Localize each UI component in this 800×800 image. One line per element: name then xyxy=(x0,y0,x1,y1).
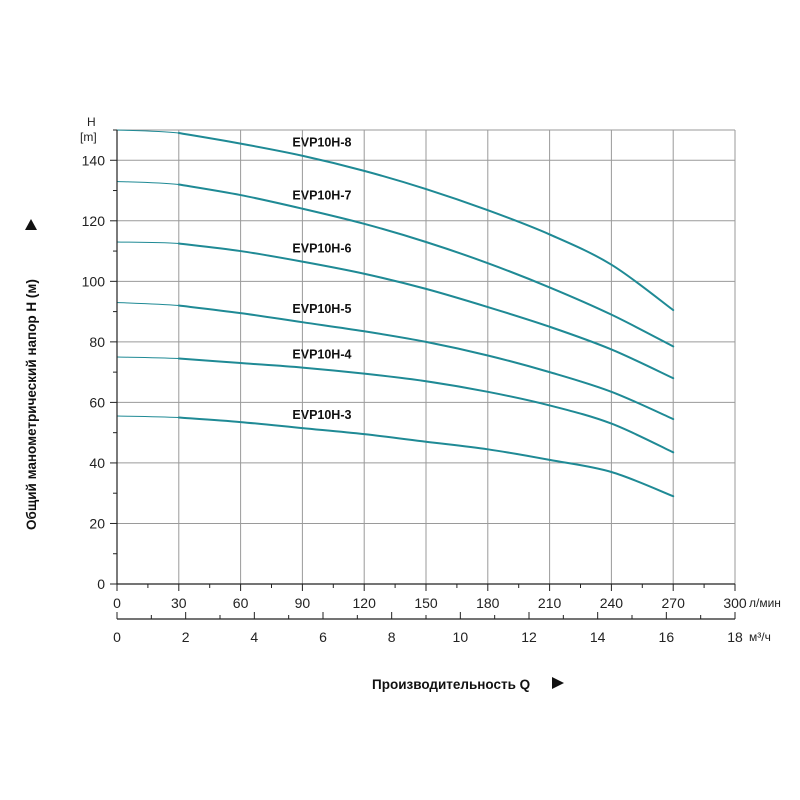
curve-evp10h-3 xyxy=(177,416,675,498)
series-label-evp10h-8: EVP10H-8 xyxy=(292,136,351,150)
y-tick-label: 0 xyxy=(97,576,105,592)
y-tick-label: 80 xyxy=(89,334,105,350)
x-m3h-tick-label: 8 xyxy=(388,629,396,645)
y-axis-title: Общий манометрический напор H (м) xyxy=(24,279,39,530)
x-m3h-tick-label: 2 xyxy=(182,629,190,645)
y-axis-title-group: Общий манометрический напор H (м) xyxy=(24,219,39,530)
x-lpm-tick-label: 240 xyxy=(600,595,624,611)
x-lpm-tick-label: 300 xyxy=(723,595,747,611)
x-axis-title: Производительность Q xyxy=(372,677,530,692)
series-label-evp10h-5: EVP10H-5 xyxy=(292,302,351,316)
labels: H [m] л/мин м³/ч Общий манометрический н… xyxy=(24,115,781,692)
x-lpm-tick-label: 90 xyxy=(295,595,311,611)
curve-evp10h-8 xyxy=(177,132,675,312)
x-m3h-tick-label: 12 xyxy=(521,629,537,645)
x-lpm-tick-label: 180 xyxy=(476,595,500,611)
x-lpm-tick-label: 0 xyxy=(113,595,121,611)
series-label-evp10h-3: EVP10H-3 xyxy=(292,408,351,422)
x-lpm-tick-label: 60 xyxy=(233,595,249,611)
x-m3h-tick-label: 18 xyxy=(727,629,743,645)
curve-evp10h-6 xyxy=(177,242,675,380)
curve-leadin-evp10h-8 xyxy=(116,129,179,134)
curve-leadin-evp10h-5 xyxy=(116,302,179,307)
x-m3h-tick-label: 16 xyxy=(659,629,675,645)
x-unit-m3h: м³/ч xyxy=(749,630,771,644)
y-tick-label: 100 xyxy=(82,273,106,289)
curve-evp10h-4 xyxy=(177,357,675,454)
x-m3h-tick-label: 6 xyxy=(319,629,327,645)
y-unit-bottom: [m] xyxy=(80,130,97,144)
x-lpm-tick-label: 120 xyxy=(353,595,377,611)
pump-curves xyxy=(116,129,675,498)
x-m3h-tick-label: 14 xyxy=(590,629,606,645)
x-axis-arrow-icon xyxy=(552,677,564,689)
curve-evp10h-5 xyxy=(177,304,675,421)
series-label-evp10h-6: EVP10H-6 xyxy=(292,242,351,256)
x-lpm-tick-label: 30 xyxy=(171,595,187,611)
series-label-evp10h-7: EVP10H-7 xyxy=(292,189,351,203)
series-label-evp10h-4: EVP10H-4 xyxy=(292,348,351,362)
curve-leadin-evp10h-3 xyxy=(116,415,179,419)
curve-leadin-evp10h-6 xyxy=(116,241,179,244)
grid xyxy=(116,129,736,585)
curve-leadin-evp10h-4 xyxy=(116,356,179,360)
y-axis-arrow-icon xyxy=(25,219,37,230)
axes xyxy=(110,129,736,620)
x-m3h-tick-label: 4 xyxy=(250,629,258,645)
x-m3h-tick-label: 10 xyxy=(453,629,469,645)
y-tick-label: 40 xyxy=(89,455,105,471)
y-tick-label: 120 xyxy=(82,213,106,229)
x-m3h-tick-label: 0 xyxy=(113,629,121,645)
curve-leadin-evp10h-7 xyxy=(116,180,179,185)
x-lpm-tick-label: 270 xyxy=(662,595,686,611)
y-tick-label: 140 xyxy=(82,152,106,168)
x-lpm-tick-label: 150 xyxy=(414,595,438,611)
x-lpm-tick-label: 210 xyxy=(538,595,562,611)
y-unit-top: H xyxy=(87,115,96,129)
y-tick-label: 20 xyxy=(89,515,105,531)
x-unit-lpm: л/мин xyxy=(749,596,781,610)
curve-evp10h-7 xyxy=(177,183,675,348)
y-tick-label: 60 xyxy=(89,394,105,410)
